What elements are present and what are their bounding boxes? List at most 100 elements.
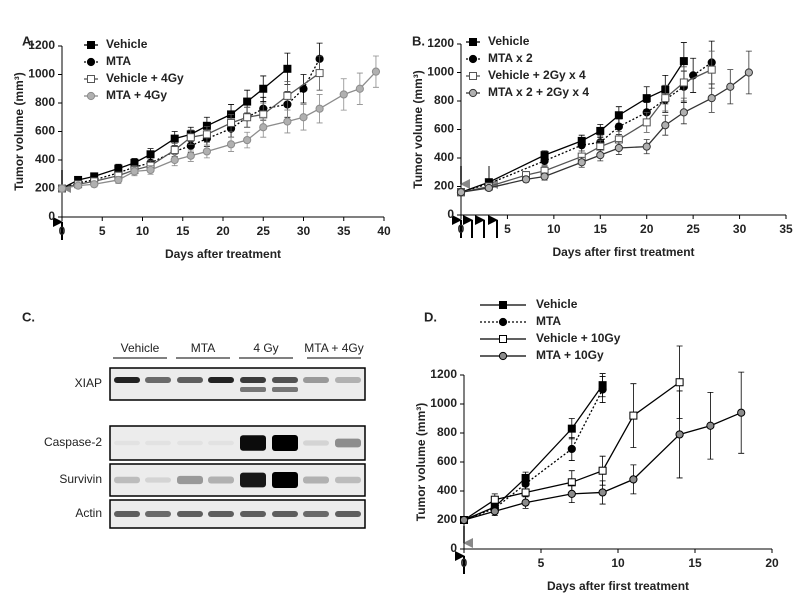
marker <box>259 123 268 132</box>
x-tick-label: 35 <box>779 222 793 236</box>
x-tick-label: 5 <box>504 222 511 236</box>
marker <box>642 118 651 127</box>
legend-label: Vehicle + 2Gy x 4 <box>488 68 586 82</box>
legend-label: Vehicle <box>106 37 148 51</box>
y-tick-label: 400 <box>434 150 454 164</box>
series-line <box>61 68 288 190</box>
marker <box>202 147 211 156</box>
legend-marker <box>86 91 96 101</box>
x-tick-label: 5 <box>538 556 545 570</box>
marker <box>726 82 735 91</box>
marker <box>243 135 252 145</box>
marker <box>661 121 670 130</box>
marker <box>642 142 651 151</box>
series-line <box>463 389 604 521</box>
marker <box>521 175 531 184</box>
y-tick-label: 400 <box>35 152 55 166</box>
band <box>272 435 298 451</box>
y-tick-label: 1200 <box>430 367 457 381</box>
band <box>114 377 140 383</box>
marker <box>598 488 607 497</box>
marker <box>146 150 155 159</box>
x-tick-label: 30 <box>297 224 311 238</box>
y-tick-label: 1000 <box>430 396 457 410</box>
marker <box>675 378 684 387</box>
band <box>177 475 203 485</box>
legend-marker <box>87 75 95 83</box>
row-label: XIAP <box>75 376 102 390</box>
legend-marker <box>499 335 507 343</box>
y-tick-label: 1200 <box>28 38 55 52</box>
y-axis-label: Tumor volume (mm³) <box>414 403 428 521</box>
panel-label: B. <box>412 33 425 48</box>
y-tick-label: 1200 <box>427 36 454 50</box>
band <box>208 440 234 446</box>
marker <box>186 133 195 142</box>
legend-marker <box>498 351 508 361</box>
marker <box>577 141 586 150</box>
band <box>114 511 140 517</box>
x-tick-label: 25 <box>686 222 700 236</box>
x-tick-label: 10 <box>136 224 150 238</box>
group-label: MTA <box>191 341 215 355</box>
western-blot: C. Vehicle MTA 4 Gy MTA + 4Gy XIAP Caspase-2 S… <box>22 309 366 529</box>
legend-marker <box>468 54 478 64</box>
x-tick-label: 30 <box>733 222 747 236</box>
legend-label: Vehicle + 4Gy <box>106 71 184 85</box>
y-tick-label: 600 <box>434 122 454 136</box>
row-label: Survivin <box>59 472 102 486</box>
band <box>303 511 329 517</box>
marker <box>567 444 576 454</box>
x-tick-label: 25 <box>257 224 271 238</box>
marker <box>283 117 292 126</box>
x-axis-label: Days after first treatment <box>547 579 689 593</box>
band <box>272 472 298 488</box>
marker <box>598 466 607 475</box>
band <box>145 377 171 383</box>
marker <box>707 65 716 74</box>
x-tick-label: 0 <box>59 224 66 238</box>
row-label: Caspase-2 <box>44 435 102 449</box>
marker <box>283 91 292 100</box>
marker <box>642 94 651 103</box>
legend-marker <box>499 301 507 309</box>
y-tick-label: 600 <box>35 124 55 138</box>
marker <box>57 184 67 193</box>
y-tick-label: 0 <box>48 209 55 223</box>
blot-strip <box>109 425 366 461</box>
band <box>335 511 361 517</box>
marker <box>243 113 252 122</box>
panel-label: A. <box>22 33 35 48</box>
marker <box>675 430 684 439</box>
band <box>335 476 361 484</box>
marker <box>170 155 179 165</box>
marker <box>170 146 179 155</box>
y-tick-label: 400 <box>437 483 457 497</box>
group-label: 4 Gy <box>253 341 278 355</box>
marker <box>114 175 123 185</box>
y-tick-label: 0 <box>450 541 457 555</box>
x-tick-label: 15 <box>176 224 190 238</box>
marker <box>737 408 746 417</box>
x-tick-label: 0 <box>461 556 468 570</box>
marker <box>490 507 499 516</box>
marker <box>74 181 83 190</box>
band <box>240 377 266 383</box>
x-tick-label: 5 <box>99 224 106 238</box>
marker <box>130 167 139 176</box>
marker <box>567 489 576 498</box>
blot-strip <box>109 367 366 401</box>
band <box>272 377 298 383</box>
marker <box>315 104 324 113</box>
marker <box>521 498 530 507</box>
band <box>240 472 266 488</box>
x-tick-label: 10 <box>611 556 625 570</box>
marker <box>679 57 688 66</box>
y-tick-label: 800 <box>35 95 55 109</box>
row-label: Actin <box>75 506 102 520</box>
legend-label: MTA <box>106 54 131 68</box>
marker <box>226 140 236 149</box>
marker <box>243 97 252 106</box>
blot-strip <box>109 463 366 497</box>
